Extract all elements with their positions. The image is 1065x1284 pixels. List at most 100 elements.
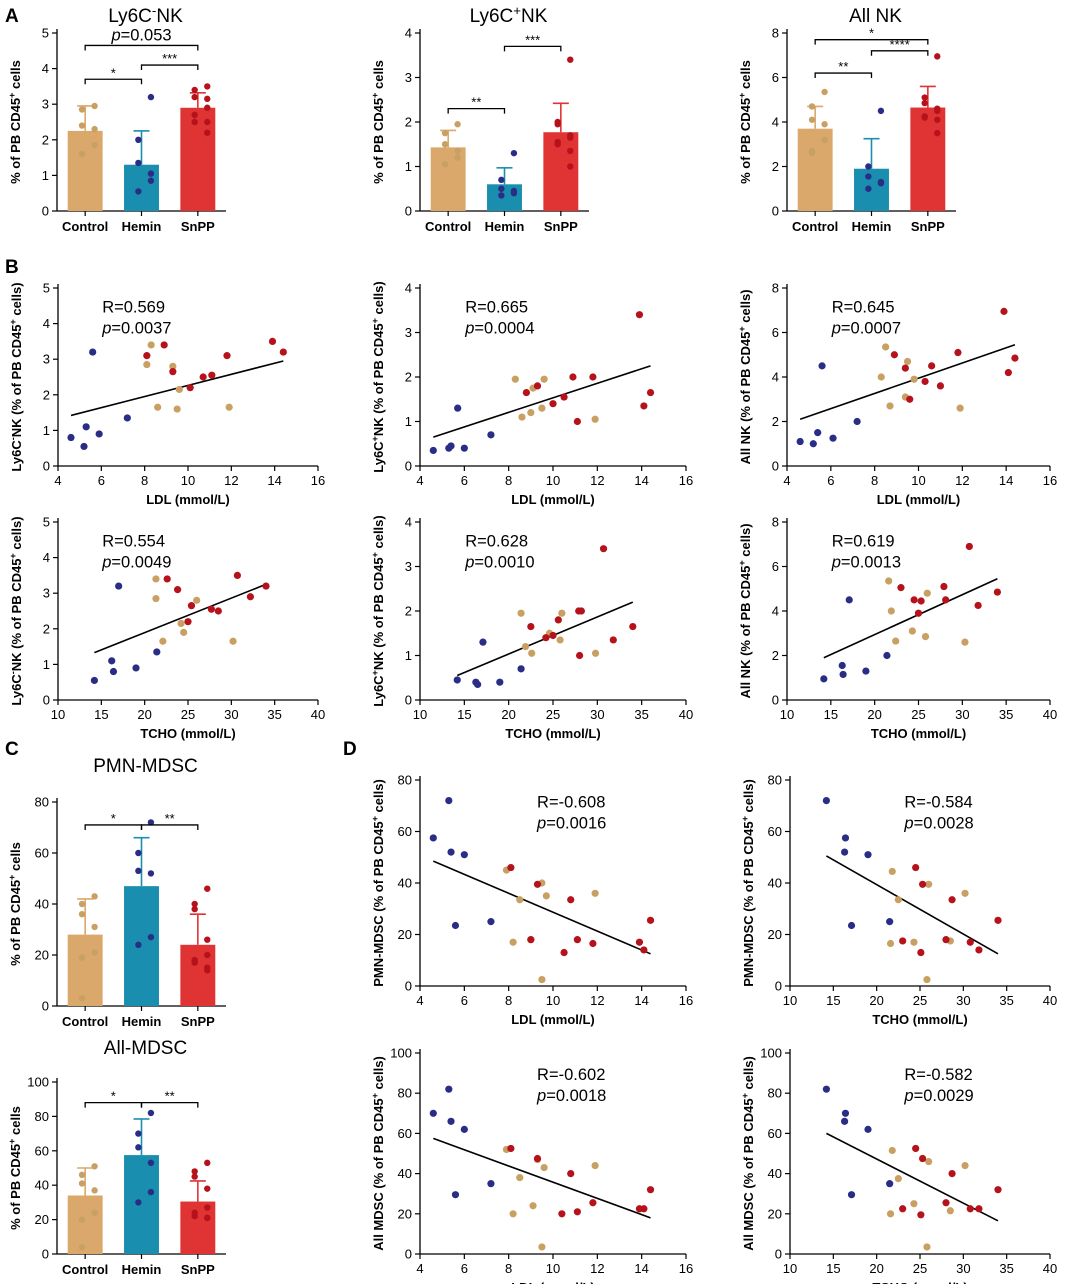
y-axis-title: PMN-MDSC (% of PB CD45+ cells)	[370, 779, 386, 987]
data-point-snpp	[912, 1144, 920, 1153]
data-point-hemin	[429, 834, 437, 842]
data-point-control	[154, 403, 162, 411]
data-point-snpp	[262, 582, 270, 590]
data-point	[567, 56, 574, 63]
data-point-snpp	[917, 948, 925, 957]
data-point-snpp	[599, 545, 608, 553]
data-point-hemin	[517, 665, 525, 673]
y-tick-label: 0	[405, 693, 412, 708]
data-point	[191, 86, 198, 94]
significance-label: *	[869, 26, 874, 41]
data-point-snpp	[899, 1205, 907, 1213]
correlation-r: R=-0.582	[904, 1066, 972, 1084]
x-tick-label: 14	[634, 473, 648, 488]
x-tick-label: 30	[590, 707, 604, 722]
x-tick-label: 25	[913, 1261, 927, 1276]
category-label: Hemin	[122, 219, 162, 234]
significance-label: ****	[890, 37, 910, 52]
significance-bracket	[447, 108, 506, 114]
y-axis-title: % of PB CD45+ cells	[737, 60, 753, 184]
x-tick-label: 20	[869, 993, 883, 1008]
data-point-control	[556, 636, 564, 644]
significance-bracket	[814, 39, 929, 45]
data-point	[147, 870, 155, 877]
data-point-snpp	[901, 364, 909, 372]
data-point-control	[921, 632, 930, 641]
y-tick-label: 100	[390, 1046, 412, 1061]
p-value: p=0.0013	[831, 554, 901, 572]
y-tick-label: 60	[398, 1126, 412, 1141]
bar-hemin	[854, 168, 889, 211]
x-tick-label: 16	[311, 473, 325, 488]
data-point	[147, 1159, 155, 1167]
y-tick-label: 0	[42, 999, 49, 1014]
data-point	[877, 179, 885, 187]
data-point-hemin	[796, 437, 804, 446]
data-point	[78, 995, 86, 1002]
data-point-hemin	[841, 1117, 849, 1125]
x-tick-label: 20	[137, 707, 151, 722]
data-point-snpp	[640, 946, 648, 954]
x-tick-label: 8	[505, 1261, 512, 1276]
x-tick-label: 12	[955, 473, 969, 488]
data-point-hemin	[460, 851, 468, 859]
y-tick-label: 1	[43, 657, 50, 672]
data-point-snpp	[527, 936, 535, 944]
p-value: p=0.0049	[101, 554, 171, 572]
x-tick-label: 40	[1043, 707, 1057, 722]
data-point-snpp	[899, 937, 907, 945]
y-tick-label: 0	[775, 979, 782, 994]
data-point-control	[923, 1243, 931, 1251]
data-point-hemin	[847, 921, 856, 930]
data-point	[204, 1185, 211, 1192]
data-point-snpp	[522, 388, 531, 397]
significance-bracket	[140, 1101, 199, 1108]
data-point	[78, 1216, 86, 1223]
data-point-snpp	[914, 609, 923, 617]
y-tick-label: 2	[405, 604, 412, 619]
y-axis-title: PMN-MDSC (% of PB CD45+ cells)	[740, 779, 756, 987]
y-tick-label: 0	[43, 693, 50, 708]
data-point-control	[538, 975, 546, 984]
data-point-snpp	[573, 417, 581, 426]
data-point	[554, 121, 561, 128]
y-tick-label: 0	[43, 459, 50, 474]
data-point	[204, 936, 211, 943]
x-tick-label: 6	[461, 993, 468, 1008]
x-tick-label: 8	[141, 473, 148, 488]
correlation-r: R=-0.584	[904, 794, 972, 812]
data-point	[135, 1130, 142, 1137]
y-tick-label: 8	[772, 26, 779, 41]
y-tick-label: 20	[768, 1206, 782, 1221]
data-point-snpp	[942, 596, 950, 604]
x-tick-label: 14	[634, 1261, 648, 1276]
data-point-snpp	[906, 395, 914, 403]
x-tick-label: 10	[546, 1261, 560, 1276]
category-label: Hemin	[852, 219, 892, 234]
y-axis-title: All MDSC (% of PB CD45+ cells)	[370, 1056, 386, 1251]
y-tick-label: 4	[772, 604, 779, 619]
data-point	[191, 1168, 198, 1175]
p-value: p=0.0018	[536, 1087, 606, 1105]
data-point-control	[961, 889, 969, 897]
data-point-snpp	[160, 341, 168, 349]
data-point-snpp	[573, 1208, 581, 1216]
data-point	[441, 161, 449, 168]
data-point-snpp	[897, 584, 905, 592]
panel-letter-c: C	[5, 739, 19, 760]
data-point-hemin	[829, 434, 837, 442]
data-point	[934, 107, 941, 115]
regression-line	[799, 343, 1016, 421]
data-point-hemin	[115, 582, 123, 590]
category-label: Hemin	[122, 1014, 162, 1029]
x-tick-label: 25	[181, 707, 195, 722]
x-tick-label: 35	[999, 993, 1013, 1008]
data-point-snpp	[910, 596, 918, 604]
data-point-control	[894, 896, 902, 904]
y-tick-label: 2	[43, 621, 50, 636]
data-point-control	[925, 880, 933, 888]
data-point-hemin	[123, 414, 131, 422]
data-point-snpp	[560, 948, 568, 957]
data-point-snpp	[917, 1211, 925, 1219]
p-value: p=0.0010	[464, 554, 534, 572]
